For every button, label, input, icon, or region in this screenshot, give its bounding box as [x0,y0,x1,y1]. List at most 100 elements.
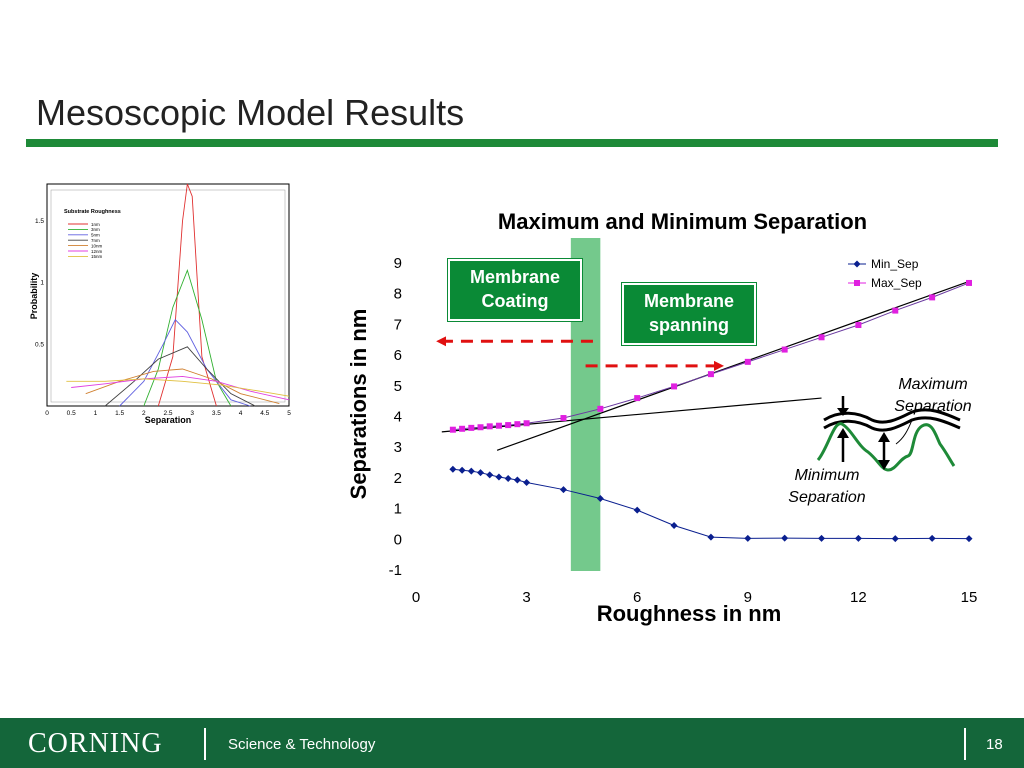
y-tick-label: 2 [394,470,402,487]
data-point-max-sep [818,334,825,341]
data-point-max-sep [855,322,862,329]
inset-legend-label: 5nm [91,233,100,238]
legend-marker [853,260,861,268]
inset-x-tick-label: 4 [239,410,243,417]
inset-y-tick-label: 1.5 [35,218,44,225]
data-point-min-sep [891,535,899,543]
x-tick-label: 12 [850,589,867,606]
maximum-separation-line1: Maximum [898,376,967,393]
data-point-min-sep [596,494,604,502]
trend-line [496,280,970,451]
max-sep-arrowhead [837,408,849,416]
gap-arrowhead-top [878,432,890,442]
inset-inner-frame [50,189,286,403]
x-tick-label: 9 [744,589,752,606]
inset-x-tick-label: 3 [190,410,194,417]
inset-legend-label: 10nm [91,243,103,248]
data-point-max-sep [892,307,899,314]
data-point-max-sep [634,395,641,402]
inset-legend-label: 7nm [91,238,100,243]
inset-x-tick-label: 1 [94,410,98,417]
data-point-min-sep [504,475,512,483]
data-point-max-sep [929,294,936,301]
inset-x-tick-label: 3.5 [212,410,221,417]
rough-surface-line [816,422,956,472]
inset-series-line-7nm [104,346,256,407]
membrane-coating-callout: Membrane Coating [448,259,582,321]
data-point-min-sep [781,534,789,542]
trend-line [441,397,822,433]
x-tick-label: 3 [522,589,530,606]
inset-y-tick-label: 0.5 [35,341,44,348]
inset-series-line-1nm [157,183,217,407]
data-point-max-sep [560,415,567,422]
data-point-min-sep [458,466,466,474]
inset-x-tick-label: 2 [142,410,146,417]
data-point-max-sep [707,371,714,378]
membrane-top-line [823,408,961,424]
data-point-min-sep [928,534,936,542]
y-tick-label: 4 [394,409,402,426]
data-point-max-sep [514,421,521,428]
x-tick-label: 0 [412,589,420,606]
data-point-min-sep [523,479,531,487]
x-axis-title: Roughness in nm [597,601,782,626]
membrane-spanning-label: Membrane spanning [643,291,735,335]
footer-divider-left [204,728,206,760]
data-point-min-sep [467,467,475,475]
data-point-max-sep [671,383,678,390]
inset-series-line-15nm [66,378,290,397]
inset-x-tick-label: 0 [45,410,49,417]
inset-legend-title: Substrate Roughness [64,209,121,215]
minimum-separation-label: Minimum Separation [788,467,865,506]
inset-legend-label: 1nm [91,222,100,227]
inset-y-axis-title: Probability [29,273,39,320]
inset-x-tick-label: 1.5 [115,410,124,417]
data-point-min-sep [486,471,494,479]
footer-department: Science & Technology [228,736,376,753]
y-tick-label: -1 [389,562,402,579]
data-point-max-sep [449,426,456,433]
data-point-max-sep [459,425,466,432]
membrane-bottom-line [823,416,961,432]
membrane-coating-label: Membrane Coating [469,267,561,311]
data-point-max-sep [468,424,475,431]
data-point-max-sep [523,420,530,427]
data-point-max-sep [966,279,972,286]
data-point-min-sep [513,476,521,484]
data-point-min-sep [633,506,641,514]
y-axis-title: Separations in nm [346,309,371,500]
legend-marker [854,280,860,286]
gap-arrowhead-bottom [878,460,890,470]
title-divider [26,139,998,147]
inset-x-tick-label: 2.5 [163,410,172,417]
max-label-leader [895,419,913,445]
data-point-min-sep [707,533,715,541]
series-line-min-sep [452,468,970,540]
data-point-min-sep [559,486,567,494]
inset-plot-frame [46,183,290,407]
main-chart-title: Maximum and Minimum Separation [498,209,867,234]
data-point-max-sep [597,405,604,412]
y-tick-label: 9 [394,255,402,272]
inset-legend-label: 12nm [91,249,103,254]
inset-series-line-12nm [71,375,290,401]
data-point-min-sep [965,535,973,543]
maximum-separation-line2: Separation [894,398,971,415]
data-point-max-sep [486,423,493,430]
footer-bar: CORNING Science & Technology 18 [0,718,1024,768]
legend-label: Min_Sep [871,257,919,271]
inset-x-tick-label: 4.5 [260,410,269,417]
data-point-min-sep [449,465,457,473]
minimum-separation-line1: Minimum [795,467,860,484]
footer-divider-right [964,728,966,760]
inset-x-tick-label: 5 [287,410,291,417]
legend-label: Max_Sep [871,276,922,290]
data-point-max-sep [744,358,751,365]
inset-x-tick-label: 0.5 [67,410,76,417]
inset-y-tick-label: 1 [40,280,44,287]
data-point-min-sep [854,534,862,542]
data-point-min-sep [744,534,752,542]
